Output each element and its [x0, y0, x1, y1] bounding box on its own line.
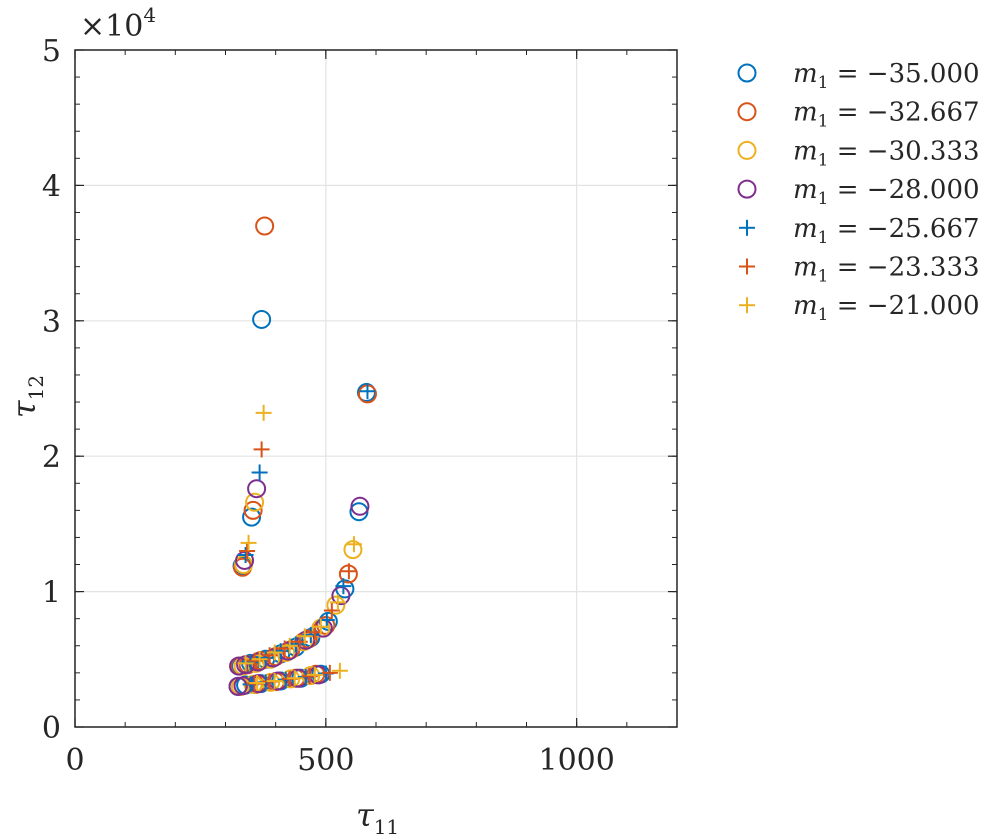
data-point: [286, 670, 303, 687]
data-point: [329, 594, 346, 611]
data-point: [251, 651, 268, 668]
data-points: [228, 216, 377, 696]
legend-label: m1 = −21.000: [793, 291, 980, 325]
data-point: [296, 630, 316, 650]
data-point: [296, 628, 313, 645]
legend: m1 = −35.000 m1 = −32.667 m1 = −30.333 m1 =…: [737, 59, 980, 325]
y-tick-label: 3: [42, 305, 61, 340]
data-point: [323, 602, 340, 619]
x-axis-label: τ11: [356, 796, 399, 834]
data-point: [321, 664, 338, 681]
legend-label: m1 = −32.667: [793, 98, 980, 132]
data-point: [249, 674, 266, 691]
data-point: [266, 672, 283, 689]
legend-label: m1 = −23.333: [793, 253, 980, 287]
data-point: [255, 216, 275, 236]
data-point: [359, 383, 376, 400]
data-point: [228, 676, 248, 696]
data-point: [253, 441, 270, 458]
data-point: [266, 644, 283, 661]
data-point: [243, 500, 263, 520]
data-point: [237, 547, 254, 564]
data-point: [242, 507, 262, 527]
x-tick-label: 0: [65, 743, 84, 778]
legend-item: m1 = −32.667: [737, 98, 980, 132]
legend-marker: [737, 140, 757, 160]
data-point: [251, 464, 268, 481]
data-point: [331, 662, 348, 679]
data-point: [340, 563, 357, 580]
legend-marker: [739, 258, 755, 275]
data-point: [312, 618, 329, 635]
y-tick-label: 5: [42, 34, 61, 69]
grid-lines: [74, 49, 677, 728]
legend-item: m1 = −21.000: [739, 291, 980, 325]
legend-item: m1 = −30.333: [737, 136, 980, 170]
data-point: [237, 655, 254, 672]
data-point: [343, 540, 363, 560]
data-point: [239, 542, 256, 559]
data-point: [281, 637, 298, 654]
legend-marker: [737, 179, 757, 199]
data-point: [252, 309, 272, 329]
y-tick-label: 2: [42, 440, 61, 475]
legend-label: m1 = −35.000: [793, 59, 980, 93]
legend-label: m1 = −30.333: [793, 136, 980, 170]
data-point: [306, 666, 323, 683]
minor-ticks: [74, 49, 678, 728]
tick-labels: 0 500 1000 0 1 2 3 4 5: [42, 34, 615, 778]
data-point: [345, 536, 362, 553]
data-point: [335, 578, 352, 595]
y-axis-label: τ12: [5, 375, 48, 418]
legend-marker: [737, 63, 757, 83]
legend-item: m1 = −28.000: [737, 175, 980, 209]
y-exponent-label: ×104: [80, 3, 156, 44]
data-point: [350, 496, 370, 516]
x-tick-label: 1000: [538, 743, 614, 778]
legend-item: m1 = −25.667: [739, 214, 980, 248]
data-point: [245, 492, 265, 512]
data-point: [247, 479, 267, 499]
y-tick-label: 4: [42, 169, 61, 204]
series-6: [237, 404, 362, 691]
legend-label: m1 = −25.667: [793, 214, 980, 248]
legend-item: m1 = −23.333: [739, 253, 980, 287]
data-point: [326, 595, 346, 615]
y-tick-label: 1: [42, 576, 61, 611]
plot-area: [74, 49, 678, 728]
legend-marker: [739, 219, 755, 236]
legend-item: m1 = −35.000: [737, 59, 980, 93]
legend-marker: [737, 102, 757, 122]
data-point: [255, 404, 272, 421]
data-point: [240, 534, 257, 551]
legend-label: m1 = −28.000: [793, 175, 980, 209]
y-tick-label: 0: [42, 711, 61, 746]
x-tick-label: 500: [297, 743, 354, 778]
data-point: [229, 656, 249, 676]
legend-marker: [739, 297, 755, 314]
